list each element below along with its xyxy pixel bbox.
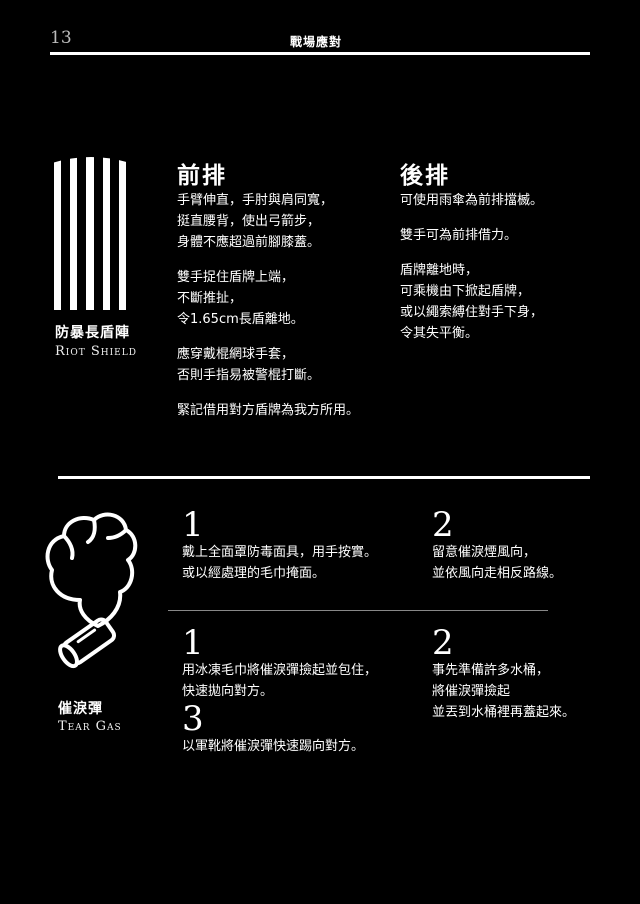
text-line: 以軍靴將催淚彈快速踢向對方。 [182, 739, 365, 754]
text-line: 手臂伸直，手肘與肩同寬， [177, 193, 334, 208]
text-line: 並依風向走相反路線。 [432, 566, 563, 581]
page-title: 戰場應對 [290, 35, 343, 49]
tip-item: 2 留意催淚煙風向， 並依風向走相反路線。 [432, 508, 562, 584]
tear-gas-icon [40, 508, 140, 692]
tip-number: 1 [182, 623, 204, 663]
text-line: 盾牌離地時， [400, 263, 479, 278]
tear-gas-title: 催淚彈 [58, 701, 103, 717]
riot-shield-subtitle: Riot Shield [55, 344, 137, 359]
text-line: 應穿戴棍網球手套， [177, 347, 295, 362]
text-line: 留意催淚煙風向， [432, 545, 537, 560]
tip-item: 1 用冰凍毛巾將催淚彈撿起並包住， 快速拋向對方。 [182, 626, 377, 702]
front-row-column: 前排 手臂伸直，手肘與肩同寬， 挺直腰背，使出弓箭步， 身體不應超過前腳膝蓋。 … [177, 156, 359, 421]
tip-text: 用冰凍毛巾將催淚彈撿起並包住， 快速拋向對方。 [182, 660, 377, 702]
front-row-text: 手臂伸直，手肘與肩同寬， 挺直腰背，使出弓箭步， 身體不應超過前腳膝蓋。 雙手捉… [177, 190, 359, 421]
text-line: 或以經處理的毛巾掩面。 [182, 566, 326, 581]
text-line: 可使用雨傘為前排擋楲。 [400, 193, 544, 208]
tip-number: 1 [182, 505, 204, 545]
tip-divider [168, 610, 548, 611]
front-row-title: 前排 [177, 162, 227, 189]
back-row-column: 後排 可使用雨傘為前排擋楲。 雙手可為前排借力。 盾牌離地時， 可乘機由下掀起盾… [400, 156, 543, 344]
tip-number: 3 [182, 699, 204, 739]
text-line: 用冰凍毛巾將催淚彈撿起並包住， [182, 663, 378, 678]
text-line: 不斷推扯， [177, 291, 243, 306]
text-line: 挺直腰背，使出弓箭步， [177, 214, 321, 229]
tear-gas-subtitle: Tear Gas [58, 719, 122, 734]
page-number: 13 [50, 28, 72, 48]
text-line: 戴上全面罩防毒面具，用手按實。 [182, 545, 378, 560]
tip-item: 3 以軍靴將催淚彈快速踢向對方。 [182, 702, 364, 757]
header-divider [50, 52, 590, 55]
tip-text: 事先準備許多水桶， 將催淚彈撿起 並丟到水桶裡再蓋起來。 [432, 660, 575, 723]
tip-number: 2 [432, 505, 454, 545]
text-line: 雙手可為前排借力。 [400, 228, 518, 243]
tip-item: 2 事先準備許多水桶， 將催淚彈撿起 並丟到水桶裡再蓋起來。 [432, 626, 575, 723]
text-line: 並丟到水桶裡再蓋起來。 [432, 705, 576, 720]
text-line: 或以繩索縛住對手下身， [400, 305, 544, 320]
text-line: 身體不應超過前腳膝蓋。 [177, 235, 321, 250]
section-divider [58, 476, 590, 479]
tip-item: 1 戴上全面罩防毒面具，用手按實。 或以經處理的毛巾掩面。 [182, 508, 377, 584]
tip-text: 以軍靴將催淚彈快速踢向對方。 [182, 736, 364, 757]
text-line: 可乘機由下掀起盾牌， [400, 284, 531, 299]
text-line: 將催淚彈撿起 [432, 684, 511, 699]
text-line: 事先準備許多水桶， [432, 663, 550, 678]
tip-text: 留意催淚煙風向， 並依風向走相反路線。 [432, 542, 562, 584]
text-line: 緊記借用對方盾牌為我方所用。 [177, 403, 360, 418]
text-line: 快速拋向對方。 [182, 684, 274, 699]
text-line: 雙手捉住盾牌上端， [177, 270, 295, 285]
back-row-text: 可使用雨傘為前排擋楲。 雙手可為前排借力。 盾牌離地時， 可乘機由下掀起盾牌， … [400, 190, 543, 344]
tip-text: 戴上全面罩防毒面具，用手按實。 或以經處理的毛巾掩面。 [182, 542, 377, 584]
tip-number: 2 [432, 623, 454, 663]
text-line: 令其失平衡。 [400, 326, 479, 341]
riot-shield-icon [52, 155, 130, 314]
text-line: 令1.65cm長盾離地。 [177, 312, 304, 327]
riot-shield-title: 防暴長盾陣 [55, 325, 130, 341]
back-row-title: 後排 [400, 162, 450, 189]
text-line: 否則手指易被警棍打斷。 [177, 368, 321, 383]
